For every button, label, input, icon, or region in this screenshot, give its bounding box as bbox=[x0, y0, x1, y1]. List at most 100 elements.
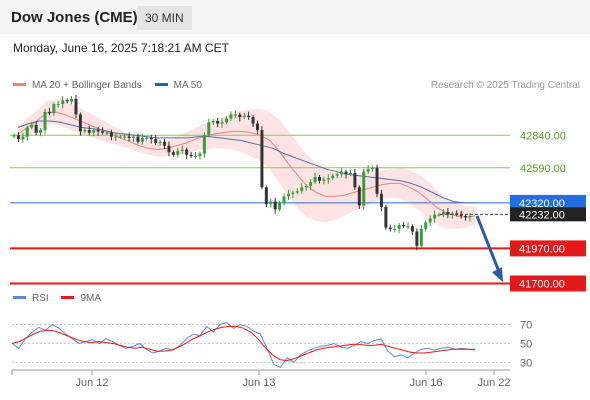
candle-body bbox=[30, 124, 34, 128]
candle-body bbox=[251, 117, 255, 124]
candle-body bbox=[74, 98, 78, 115]
legend-9ma-label: 9MA bbox=[80, 293, 102, 304]
candle-body bbox=[83, 130, 87, 132]
copyright: Research © 2025 Trading Central bbox=[430, 80, 580, 91]
candle-body bbox=[114, 136, 118, 138]
rsi-tick-2: 30 bbox=[520, 358, 532, 370]
level-label-4: 41700.00 bbox=[519, 279, 565, 291]
candle-body bbox=[39, 130, 43, 133]
candle-body bbox=[313, 176, 317, 183]
candle-body bbox=[371, 167, 375, 170]
candle-body bbox=[446, 212, 450, 215]
ma50-swatch bbox=[154, 82, 168, 86]
candle-body bbox=[393, 228, 397, 230]
candle-body bbox=[300, 187, 304, 192]
candle-body bbox=[379, 193, 383, 207]
candle-body bbox=[21, 136, 25, 140]
forecast-arrow-head bbox=[492, 267, 503, 283]
candle-body bbox=[105, 132, 109, 134]
candle-body bbox=[264, 187, 268, 205]
candle-body bbox=[25, 127, 29, 137]
candle-body bbox=[326, 178, 330, 180]
candle-body bbox=[158, 141, 162, 144]
candle-body bbox=[286, 193, 290, 197]
symbol-title: Dow Jones (CME) bbox=[11, 9, 138, 26]
legend-rsi: RSI bbox=[13, 293, 49, 304]
candle-body bbox=[402, 225, 406, 227]
candle-body bbox=[154, 139, 158, 144]
candle-body bbox=[335, 174, 339, 176]
candle-body bbox=[43, 111, 47, 131]
legend-ma20-label: MA 20 + Bollinger Bands bbox=[32, 80, 142, 91]
candle-body bbox=[47, 111, 51, 114]
datetime-label: Monday, June 16, 2025 7:18:21 AM CET bbox=[13, 41, 229, 55]
candle-body bbox=[464, 215, 468, 218]
candle-body bbox=[65, 100, 69, 102]
candle-body bbox=[101, 131, 105, 133]
candle-body bbox=[340, 171, 344, 175]
candle-body bbox=[357, 187, 361, 206]
rsi-legend: RSI 9MA bbox=[13, 293, 111, 305]
candle-body bbox=[211, 121, 215, 123]
candle-body bbox=[331, 175, 335, 179]
candle-body bbox=[136, 136, 140, 142]
level-tag-4 bbox=[510, 275, 586, 292]
candle-body bbox=[145, 137, 149, 139]
candle-body bbox=[171, 152, 175, 155]
candle-body bbox=[304, 186, 308, 188]
candle-body bbox=[16, 135, 20, 140]
candle-body bbox=[96, 130, 100, 132]
9ma-swatch bbox=[61, 295, 75, 299]
candle-body bbox=[189, 154, 193, 157]
last-price-tag bbox=[510, 207, 586, 222]
legend-ma50-label: MA 50 bbox=[173, 80, 202, 91]
candle-body bbox=[149, 137, 153, 140]
rsi-tick-0: 70 bbox=[520, 320, 532, 332]
x-tick-3: Jun 22 bbox=[477, 377, 510, 389]
interval-selector[interactable]: 30 MIN bbox=[137, 6, 192, 30]
x-tick-1: Jun 13 bbox=[242, 377, 275, 389]
candle-body bbox=[366, 169, 370, 172]
candle-body bbox=[406, 226, 410, 228]
candle-body bbox=[61, 100, 65, 105]
candle-body bbox=[109, 132, 113, 137]
candle-body bbox=[388, 227, 392, 229]
candle-body bbox=[424, 222, 428, 229]
candle-body bbox=[242, 115, 246, 118]
legend-9ma: 9MA bbox=[61, 293, 101, 304]
candle-body bbox=[225, 118, 229, 123]
candle-body bbox=[238, 114, 242, 118]
forecast-arrow-shaft bbox=[475, 215, 502, 275]
candle-body bbox=[216, 121, 220, 124]
candle-body bbox=[220, 122, 224, 124]
candle-body bbox=[384, 206, 388, 228]
candle-body bbox=[291, 192, 295, 194]
candle-body bbox=[362, 171, 366, 206]
candle-body bbox=[415, 231, 419, 246]
bollinger-band bbox=[18, 99, 475, 229]
candle-body bbox=[375, 167, 379, 194]
candle-body bbox=[118, 136, 122, 138]
rsi-line bbox=[11, 322, 476, 368]
level-label-2: 42320.00 bbox=[519, 198, 565, 210]
candle-body bbox=[247, 115, 251, 118]
candle-body bbox=[180, 149, 184, 151]
candle-body bbox=[348, 173, 352, 175]
candle-body bbox=[127, 136, 131, 138]
x-tick-0: Jun 12 bbox=[75, 377, 108, 389]
level-label-3: 41970.00 bbox=[519, 243, 565, 255]
last-price-label: 42232.00 bbox=[519, 209, 565, 221]
candle-body bbox=[198, 153, 202, 157]
candle-body bbox=[419, 228, 423, 246]
candle-body bbox=[233, 114, 237, 116]
candle-body bbox=[344, 171, 348, 175]
candle-body bbox=[176, 150, 180, 155]
candle-body bbox=[202, 135, 206, 154]
candle-body bbox=[229, 114, 233, 119]
candle-body bbox=[309, 182, 313, 186]
candle-body bbox=[273, 201, 277, 210]
candle-body bbox=[78, 114, 82, 132]
9ma-line bbox=[11, 325, 475, 362]
level-label-1: 42590.00 bbox=[520, 163, 566, 175]
